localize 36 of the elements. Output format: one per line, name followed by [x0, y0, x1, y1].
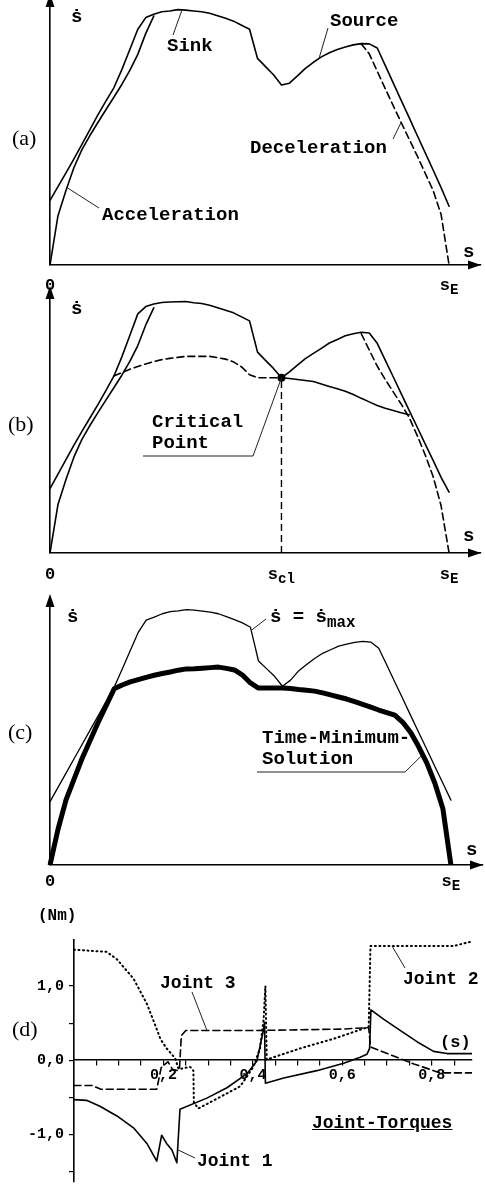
y-axis-title: ṡ	[71, 298, 83, 321]
x-tick-label: s$_{E}$	[441, 872, 461, 896]
x-tick-label: 0,8	[418, 1067, 446, 1085]
annotation: Sink	[167, 35, 213, 58]
x-tick-label: 0,2	[149, 1067, 177, 1085]
annotation: Critical Point	[152, 411, 245, 455]
x-axis-title: (s)	[440, 1033, 471, 1053]
text: (a)	[12, 125, 37, 151]
text: (b)	[8, 411, 34, 437]
y-tick-label: -1,0	[27, 1126, 64, 1144]
text: (d)	[12, 1016, 38, 1042]
series-label: Time-Minimum-Solution	[262, 727, 412, 771]
x-axis-title: s	[463, 241, 475, 264]
x-tick-label: 0	[44, 276, 56, 296]
text: Joint 3	[160, 973, 236, 994]
x-tick-label: s$_{E}$	[439, 276, 459, 300]
x-tick-label: 0	[44, 565, 56, 585]
y-axis-title: ṡ	[67, 606, 79, 629]
series-label: Joint 2	[403, 969, 479, 990]
text: Acceleration	[102, 204, 239, 227]
y-tick-label: 1,0	[36, 977, 64, 995]
x-axis-title: s	[463, 525, 475, 548]
series-label: Deceleration	[250, 137, 387, 160]
text: (c)	[8, 719, 33, 745]
annotation: Joint-Torques	[312, 1113, 453, 1134]
x-axis-title: s	[466, 839, 478, 862]
x-tick-label: s$_{E}$	[439, 565, 459, 589]
x-tick-label: 0	[44, 872, 56, 892]
series-label: Joint 1	[197, 1151, 273, 1172]
x-tick-label: 0,6	[328, 1067, 356, 1085]
annotation: Source	[330, 10, 399, 33]
series-label: ṡ = ṡ$_{max}$	[270, 606, 356, 633]
x-tick-label: s$_{cl}$	[267, 565, 296, 589]
y-axis-title: (Nm)	[38, 907, 77, 926]
y-axis-title: ṡ	[71, 6, 83, 29]
y-tick-label: 0,0	[36, 1052, 64, 1070]
